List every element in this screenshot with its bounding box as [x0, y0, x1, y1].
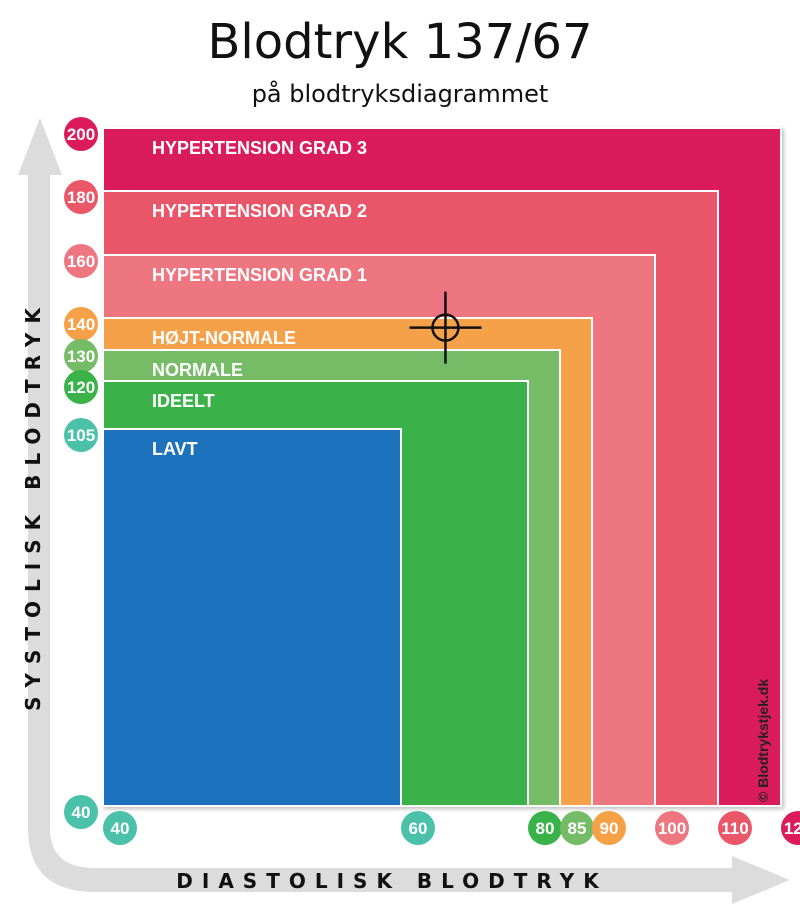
x-tick-badge	[103, 811, 137, 845]
y-tick-badge	[64, 117, 98, 151]
y-tick-label: 200	[67, 125, 95, 144]
x-tick-60: 60	[401, 811, 435, 845]
x-tick-100: 100	[655, 811, 689, 845]
y-tick-label: 180	[67, 188, 95, 207]
x-tick-label: 120	[784, 819, 800, 838]
y-tick-130: 130	[64, 339, 98, 373]
x-tick-label: 110	[721, 819, 748, 838]
x-tick-110: 110	[718, 811, 752, 845]
zone-label-ideelt: IDEELT	[152, 391, 215, 411]
y-tick-badge	[64, 180, 98, 214]
y-tick-badge	[64, 244, 98, 278]
reading-marker	[409, 291, 482, 364]
y-tick-40: 40	[64, 795, 98, 829]
y-tick-badge	[64, 339, 98, 373]
zone-label-h-jt-normale: HØJT-NORMALE	[152, 328, 296, 348]
y-tick-badge	[64, 418, 98, 452]
x-tick-label: 100	[658, 819, 686, 838]
y-tick-label: 160	[67, 252, 95, 271]
y-tick-120: 120	[64, 370, 98, 404]
y-tick-140: 140	[64, 307, 98, 341]
zone-lavt	[102, 428, 402, 807]
y-axis-arrow	[18, 118, 62, 830]
x-ticks-group: 40 60 80 85 90 100 110 120	[103, 811, 800, 845]
zone-label-lavt: LAVT	[152, 439, 198, 459]
zone-labels-group: HYPERTENSION GRAD 3 HYPERTENSION GRAD 2 HY…	[152, 138, 367, 459]
x-tick-badge	[592, 811, 626, 845]
zone-label-normale: NORMALE	[152, 360, 243, 380]
y-tick-label: 120	[67, 378, 95, 397]
y-tick-label: 140	[67, 315, 95, 334]
y-tick-badge	[64, 370, 98, 404]
x-tick-label: 85	[568, 819, 587, 838]
x-tick-badge	[781, 811, 800, 845]
chart-title: Blodtryk 137/67	[207, 14, 593, 70]
x-tick-90: 90	[592, 811, 626, 845]
y-tick-160: 160	[64, 244, 98, 278]
x-tick-badge	[718, 811, 752, 845]
zone-label-hypertension-grad-1: HYPERTENSION GRAD 1	[152, 265, 367, 285]
x-tick-badge	[528, 811, 562, 845]
zone-label-hypertension-grad-2: HYPERTENSION GRAD 2	[152, 201, 367, 221]
zone-label-hypertension-grad-3: HYPERTENSION GRAD 3	[152, 138, 367, 158]
y-tick-200: 200	[64, 117, 98, 151]
x-axis-arrow	[28, 828, 790, 904]
y-tick-badge	[64, 307, 98, 341]
x-tick-label: 40	[111, 819, 130, 838]
y-axis-label: SYSTOLISK BLODTRYK	[21, 299, 45, 711]
x-tick-badge	[560, 811, 594, 845]
y-ticks-group: 200 180 160 140 130 120 105 40	[64, 117, 98, 829]
y-tick-badge	[64, 795, 98, 829]
x-tick-badge	[401, 811, 435, 845]
y-tick-label: 105	[67, 426, 95, 445]
y-tick-label: 40	[72, 803, 91, 822]
y-tick-105: 105	[64, 418, 98, 452]
y-tick-label: 130	[67, 347, 95, 366]
x-tick-label: 80	[536, 819, 555, 838]
x-axis-label: DIASTOLISK BLODTRYK	[176, 869, 607, 893]
chart-subtitle: på blodtryksdiagrammet	[251, 80, 549, 108]
axis-arrows	[18, 118, 790, 904]
x-tick-label: 60	[409, 819, 428, 838]
x-tick-120: 120	[781, 811, 800, 845]
x-tick-badge	[655, 811, 689, 845]
x-tick-80: 80	[528, 811, 562, 845]
x-tick-label: 90	[600, 819, 619, 838]
y-tick-180: 180	[64, 180, 98, 214]
credit-text: © Blodtrykstjek.dk	[755, 679, 771, 802]
x-tick-85: 85	[560, 811, 594, 845]
x-tick-40: 40	[103, 811, 137, 845]
zones-group	[102, 127, 782, 807]
